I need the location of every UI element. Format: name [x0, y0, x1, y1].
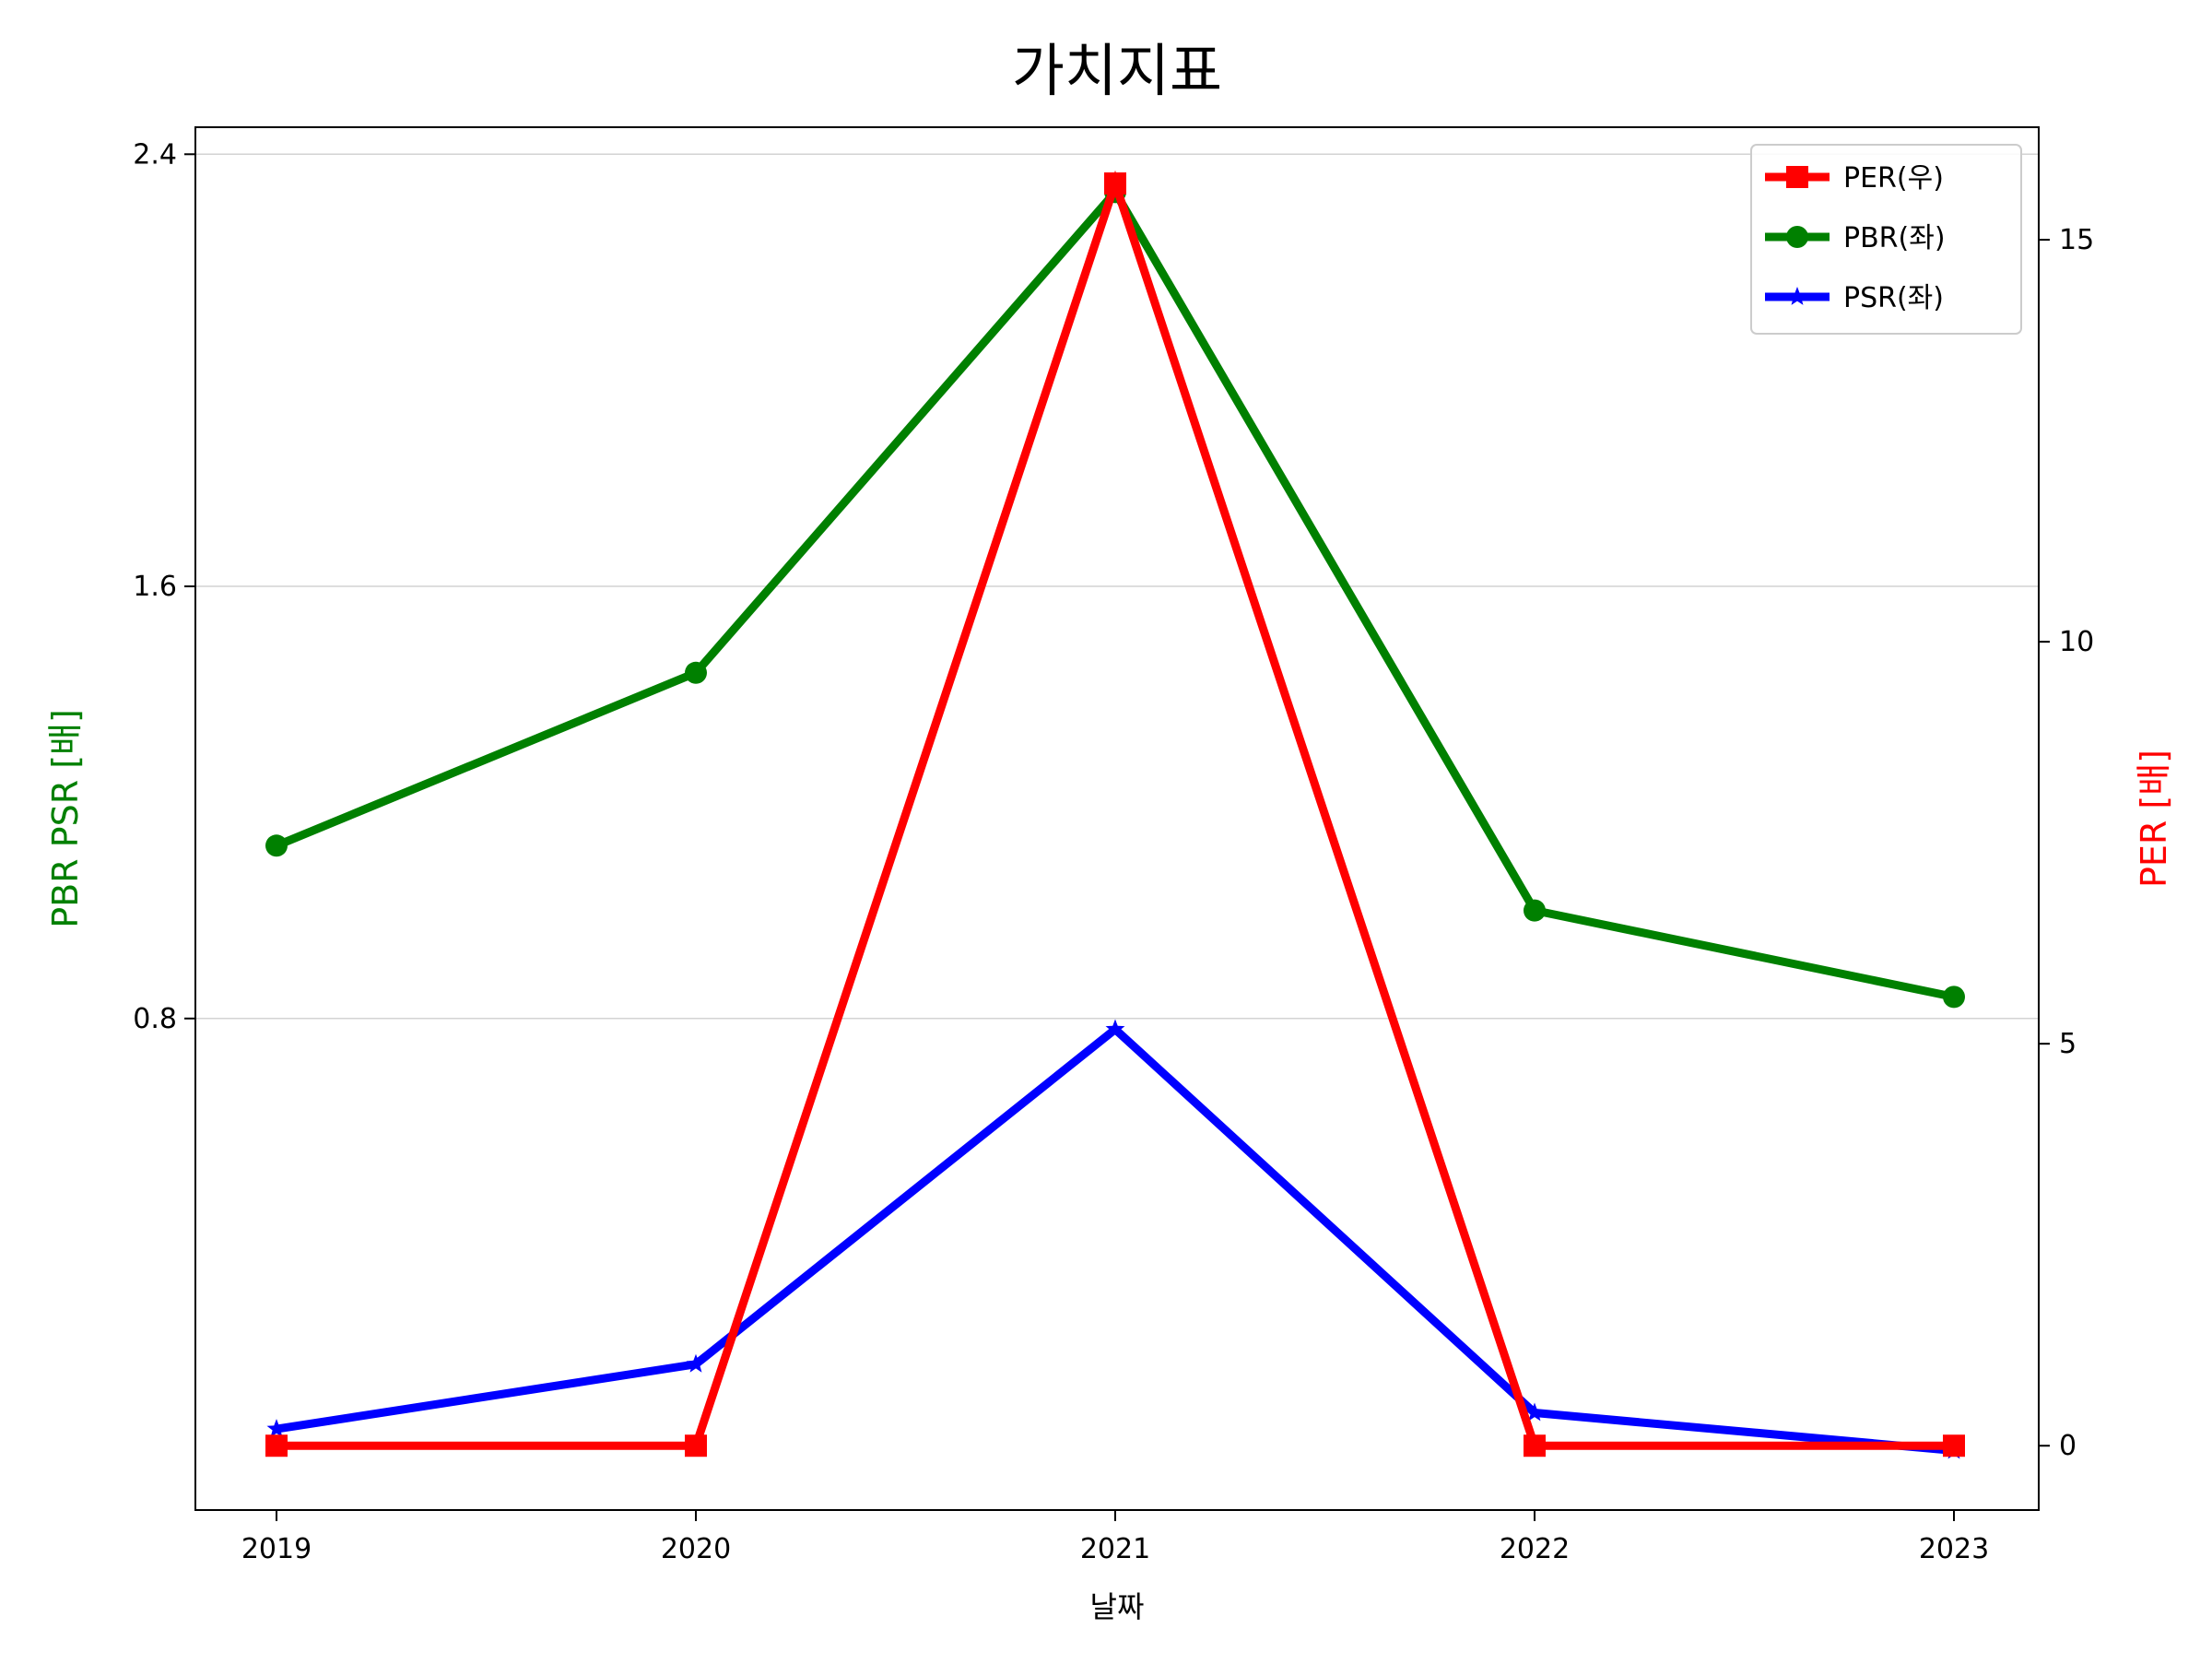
x-tick-label: 2021 [1080, 1533, 1150, 1565]
chart-title: 가치지표 [1012, 37, 1222, 104]
x-tick-label: 2023 [1919, 1533, 1989, 1565]
y-right-tick-label: 10 [2059, 626, 2094, 658]
legend-marker [1786, 166, 1808, 188]
axes-group: 0.8 1.6 2.4 0 5 10 15 2019 2020 2021 2022 2023 [133, 138, 2094, 1565]
series-per [265, 170, 1965, 1457]
y-right-tick-label: 5 [2059, 1028, 2077, 1060]
legend-marker [1786, 226, 1808, 248]
data-point [266, 1419, 287, 1438]
data-point [685, 661, 707, 684]
y-left-tick-label: 0.8 [133, 1003, 177, 1035]
legend-label: PSR(좌) [1843, 282, 1944, 314]
x-tick-label: 2022 [1500, 1533, 1570, 1565]
legend-item: PSR(좌) [1765, 282, 1944, 314]
y-axis-left-label: PBR PSR [배] [45, 709, 86, 928]
x-axis-label: 날짜 [1090, 1589, 1145, 1624]
data-point [685, 1434, 707, 1457]
data-point [1524, 1434, 1546, 1457]
data-point [1943, 1434, 1965, 1457]
legend-label: PBR(좌) [1843, 222, 1946, 254]
data-point [1943, 985, 1965, 1009]
y-left-tick-label: 2.4 [133, 138, 177, 171]
plot-frame [194, 126, 2040, 1511]
data-point [1105, 1019, 1125, 1038]
data-point [265, 834, 288, 857]
legend-label: PER(우) [1843, 162, 1944, 195]
legend-marker [1787, 287, 1807, 305]
legend-item: PER(우) [1765, 162, 1944, 195]
x-tick-label: 2020 [661, 1533, 731, 1565]
grid-lines [195, 153, 2039, 1020]
x-tick-label: 2019 [241, 1533, 312, 1565]
y-right-tick-label: 0 [2059, 1430, 2077, 1462]
legend-item: PBR(좌) [1765, 222, 1946, 254]
y-right-tick-label: 15 [2059, 224, 2094, 256]
legend-box [1750, 144, 2022, 335]
data-point [265, 1434, 288, 1457]
data-point [1524, 899, 1546, 922]
data-point [1524, 1402, 1545, 1422]
data-point [686, 1353, 706, 1373]
y-left-tick-label: 1.6 [133, 571, 177, 603]
series-group [265, 170, 1965, 1459]
y-axis-right-label: PER [배] [2134, 749, 2174, 888]
legend: PER(우) PBR(좌) PSR(좌) [1750, 144, 2022, 335]
data-point [1104, 172, 1126, 195]
